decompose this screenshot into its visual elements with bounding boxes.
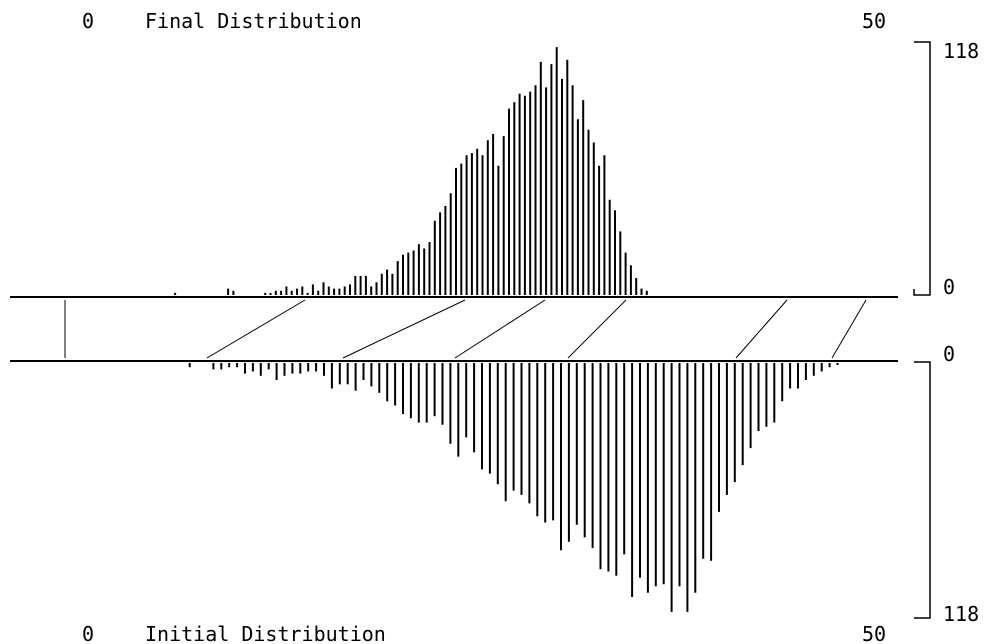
- final-x-max-label: 50: [862, 9, 886, 33]
- final-x-min-label: 0: [82, 9, 94, 33]
- initial-x-max-label: 50: [862, 622, 886, 644]
- final-scale-max-label: 118: [943, 39, 979, 63]
- final-scale-bracket: [913, 41, 931, 296]
- initial-bars: [188, 363, 839, 612]
- initial-distribution-title: Initial Distribution: [145, 622, 386, 644]
- initial-scale-max-label: 118: [943, 602, 979, 626]
- final-scale-min-label: 0: [943, 275, 955, 299]
- initial-x-min-label: 0: [82, 622, 94, 644]
- initial-scale-bracket: [914, 361, 931, 619]
- initial-scale-min-label: 0: [943, 342, 955, 366]
- final-bars: [174, 47, 648, 295]
- final-distribution-title: Final Distribution: [145, 9, 362, 33]
- quantile-mapping-lines: [64, 299, 867, 359]
